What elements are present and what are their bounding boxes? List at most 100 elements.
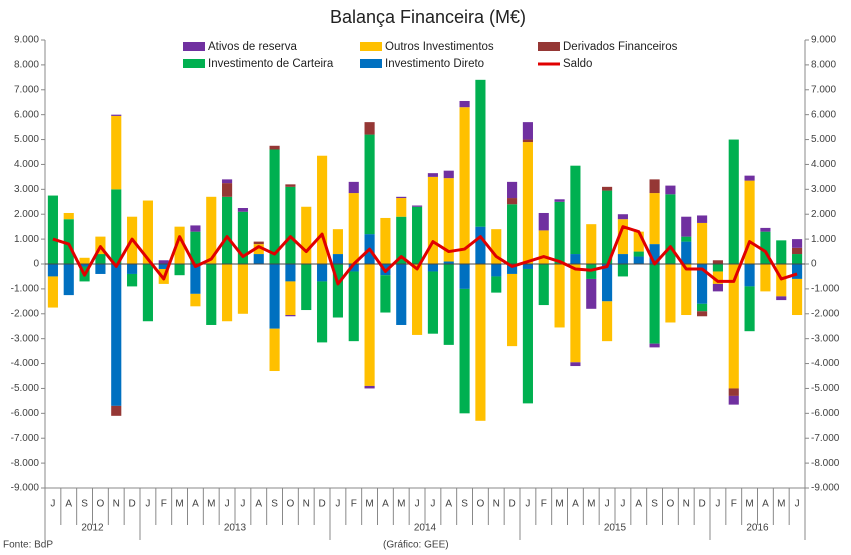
bar-segment	[681, 216, 692, 237]
x-tick-label: S	[271, 499, 278, 510]
bar-segment	[95, 264, 106, 274]
bar-segment	[602, 301, 613, 342]
x-tick-label: A	[255, 499, 262, 510]
bar-segment	[760, 231, 771, 264]
bar-segment	[190, 231, 201, 264]
x-tick-label: J	[605, 499, 610, 510]
bar-segment	[522, 268, 533, 404]
bar-segment	[507, 273, 518, 347]
y2-tick-label: -8.000	[811, 458, 840, 469]
bar-segment	[665, 194, 676, 264]
bar-segment	[665, 185, 676, 195]
x-tick-label: S	[651, 499, 658, 510]
bar-segment	[253, 254, 264, 264]
bar-segment	[190, 293, 201, 307]
bar-segment	[443, 178, 454, 262]
legend-label: Investimento de Carteira	[208, 58, 334, 70]
y-tick-label: -7.000	[11, 433, 40, 444]
x-tick-label: S	[81, 499, 88, 510]
bar-segment	[697, 222, 708, 264]
bar-segment	[728, 395, 739, 405]
bar-segment	[427, 173, 438, 177]
bar-segment	[332, 229, 343, 255]
y-tick-label: 4.000	[14, 159, 39, 170]
legend-label: Saldo	[563, 58, 592, 70]
bar-segment	[222, 196, 233, 264]
bar-segment	[728, 264, 739, 389]
bar-segment	[475, 264, 486, 421]
bar-segment	[602, 264, 613, 302]
bar-segment	[570, 165, 581, 255]
y-tick-label: 2.000	[14, 209, 39, 220]
y-tick-label: -6.000	[11, 408, 40, 419]
bar-segment	[269, 264, 280, 329]
x-tick-label: M	[555, 499, 563, 510]
bar-segment	[364, 122, 375, 135]
bar-segment	[459, 100, 470, 108]
x-tick-label: O	[287, 499, 295, 510]
bar-segment	[522, 139, 533, 143]
bar-segment	[269, 145, 280, 150]
bar-segment	[332, 254, 343, 264]
x-tick-label: M	[745, 499, 753, 510]
bar-segment	[111, 405, 122, 416]
x-tick-label: M	[587, 499, 595, 510]
bar-segment	[348, 181, 359, 194]
x-tick-label: J	[415, 499, 420, 510]
bar-segment	[237, 211, 248, 264]
x-tick-label: M	[777, 499, 785, 510]
bar-segment	[396, 216, 407, 264]
bar-segment	[491, 264, 502, 277]
bar-segment	[570, 254, 581, 264]
bar-segment	[285, 315, 296, 317]
bar-segment	[332, 264, 343, 318]
bar-segment	[95, 254, 106, 264]
y-tick-label: 9.000	[14, 35, 39, 46]
bar-segment	[697, 264, 708, 304]
bar-segment	[792, 264, 803, 279]
bar-segment	[507, 204, 518, 264]
bar-segment	[190, 225, 201, 232]
x-tick-label: D	[508, 499, 515, 510]
bar-segment	[285, 281, 296, 316]
year-label: 2014	[414, 523, 437, 534]
bar-segment	[744, 286, 755, 332]
bar-segment	[111, 114, 122, 116]
bar-segment	[396, 198, 407, 217]
x-tick-label: A	[382, 499, 389, 510]
bar-segment	[728, 139, 739, 264]
x-tick-label: N	[303, 499, 310, 510]
bar-segment	[570, 362, 581, 367]
x-tick-label: D	[128, 499, 135, 510]
x-tick-label: O	[97, 499, 105, 510]
y2-tick-label: -5.000	[811, 383, 840, 394]
bar-segment	[158, 260, 169, 264]
bar-segment	[681, 236, 692, 242]
bar-segment	[269, 328, 280, 372]
bar-segment	[222, 183, 233, 197]
bar-segment	[617, 254, 628, 264]
y-tick-label: -5.000	[11, 383, 40, 394]
y-tick-label: 7.000	[14, 84, 39, 95]
bar-segment	[396, 264, 407, 325]
bar-segment	[507, 198, 518, 205]
x-tick-label: A	[572, 499, 579, 510]
legend-label: Outros Investimentos	[385, 41, 494, 53]
x-tick-label: J	[795, 499, 800, 510]
bar-segment	[459, 264, 470, 289]
x-tick-label: F	[161, 499, 167, 510]
bar-segment	[63, 264, 74, 296]
bar-segment	[285, 186, 296, 264]
bar-segment	[285, 184, 296, 187]
y-tick-label: -2.000	[11, 308, 40, 319]
y-tick-label: 5.000	[14, 134, 39, 145]
y-tick-label: -9.000	[11, 483, 40, 494]
bar-segment	[364, 385, 375, 389]
bar-segment	[301, 264, 312, 311]
bar-segment	[760, 264, 771, 292]
bar-segment	[206, 196, 217, 264]
bar-segment	[111, 115, 122, 190]
bar-segment	[222, 264, 233, 322]
bar-segment	[79, 257, 90, 264]
